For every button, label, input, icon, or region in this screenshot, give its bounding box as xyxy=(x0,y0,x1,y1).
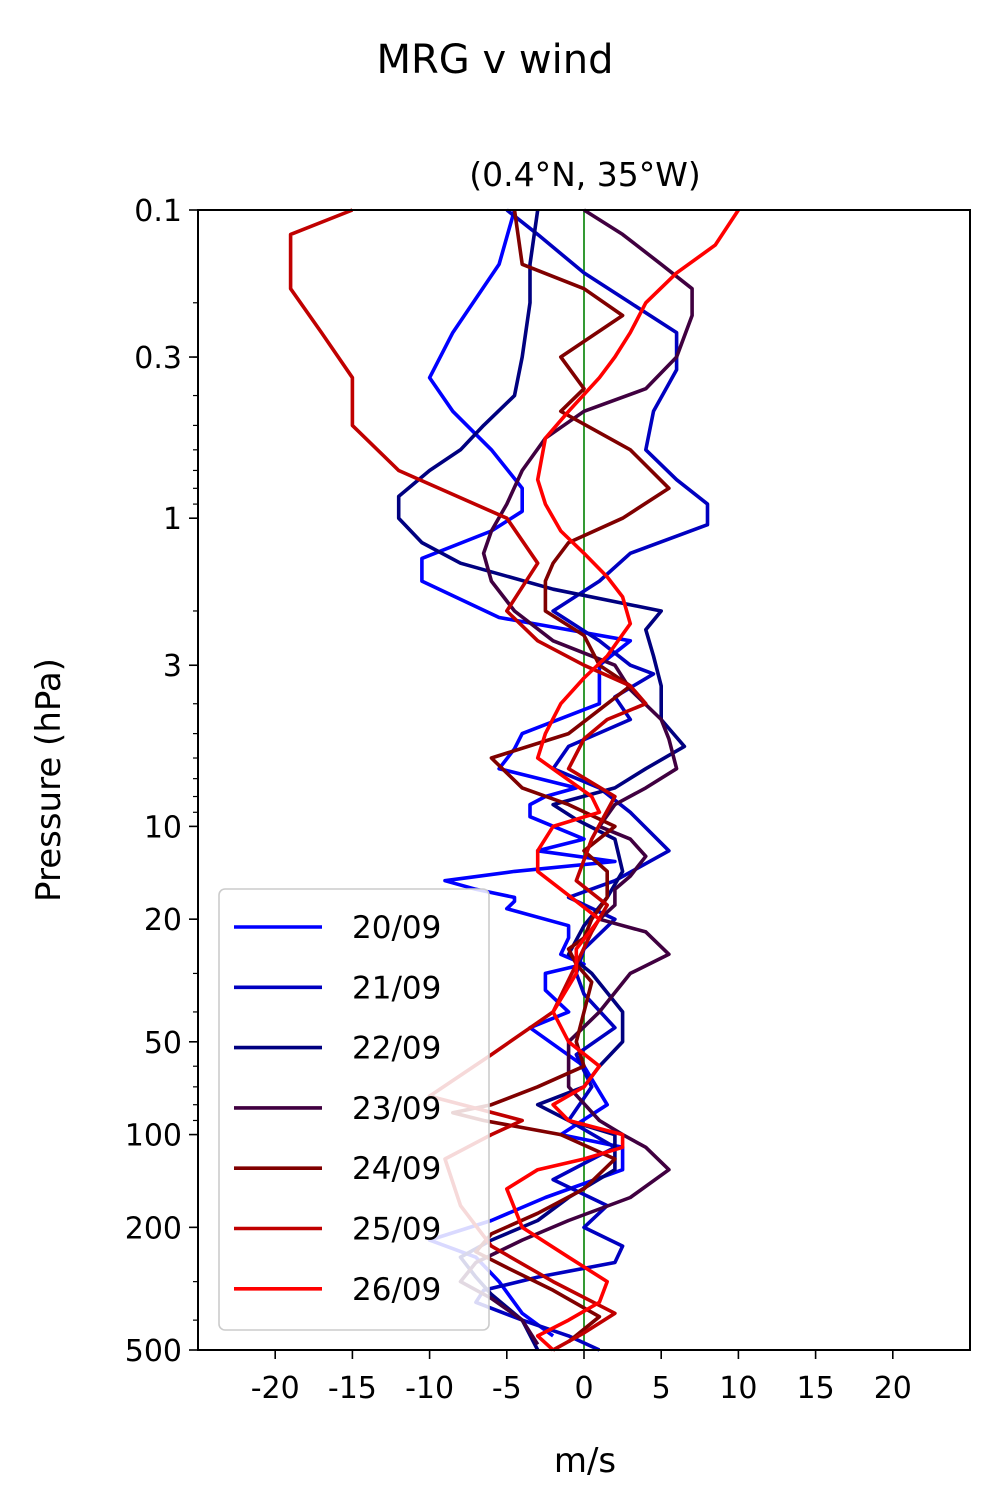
x-tick-label: -10 xyxy=(405,1371,454,1406)
legend-label: 20/09 xyxy=(352,910,441,946)
x-tick-label: -5 xyxy=(492,1371,522,1406)
series-line-24-09 xyxy=(450,209,671,1344)
series-line-26-09 xyxy=(504,209,740,1352)
y-tick-label: 0.3 xyxy=(134,341,182,376)
x-tick-label: 10 xyxy=(719,1371,757,1406)
legend-label: 23/09 xyxy=(352,1091,441,1127)
y-tick-label: 200 xyxy=(125,1211,182,1246)
y-tick-label: 0.1 xyxy=(134,194,182,229)
y-tick-label: 50 xyxy=(144,1026,182,1061)
x-tick-label: -15 xyxy=(328,1371,377,1406)
x-axis-label: m/s xyxy=(554,1441,616,1481)
y-tick-label: 10 xyxy=(144,810,182,845)
x-tick-label: 15 xyxy=(797,1371,835,1406)
y-tick-label: 20 xyxy=(144,903,182,938)
y-axis-label: Pressure (hPa) xyxy=(29,658,69,902)
x-tick-label: 5 xyxy=(652,1371,671,1406)
legend-label: 24/09 xyxy=(352,1151,441,1187)
y-tick-label: 500 xyxy=(125,1334,182,1369)
series-line-20-09 xyxy=(420,209,633,1338)
x-tick-label: 20 xyxy=(874,1371,912,1406)
x-tick-label: 0 xyxy=(574,1371,593,1406)
y-tick-label: 1 xyxy=(163,502,182,537)
legend-box xyxy=(218,888,490,1331)
series-line-21-09 xyxy=(474,208,710,1352)
y-tick-label: 3 xyxy=(163,649,182,684)
legend-label: 26/09 xyxy=(352,1272,441,1308)
legend-label: 25/09 xyxy=(352,1212,441,1248)
y-tick-label: 100 xyxy=(125,1119,182,1154)
series-line-23-09 xyxy=(458,208,694,1346)
chart-suptitle: MRG v wind xyxy=(377,37,614,83)
chart-title: (0.4°N, 35°W) xyxy=(469,155,701,194)
legend-label: 22/09 xyxy=(352,1031,441,1067)
legend-label: 21/09 xyxy=(352,970,441,1006)
x-tick-label: -20 xyxy=(251,1371,300,1406)
